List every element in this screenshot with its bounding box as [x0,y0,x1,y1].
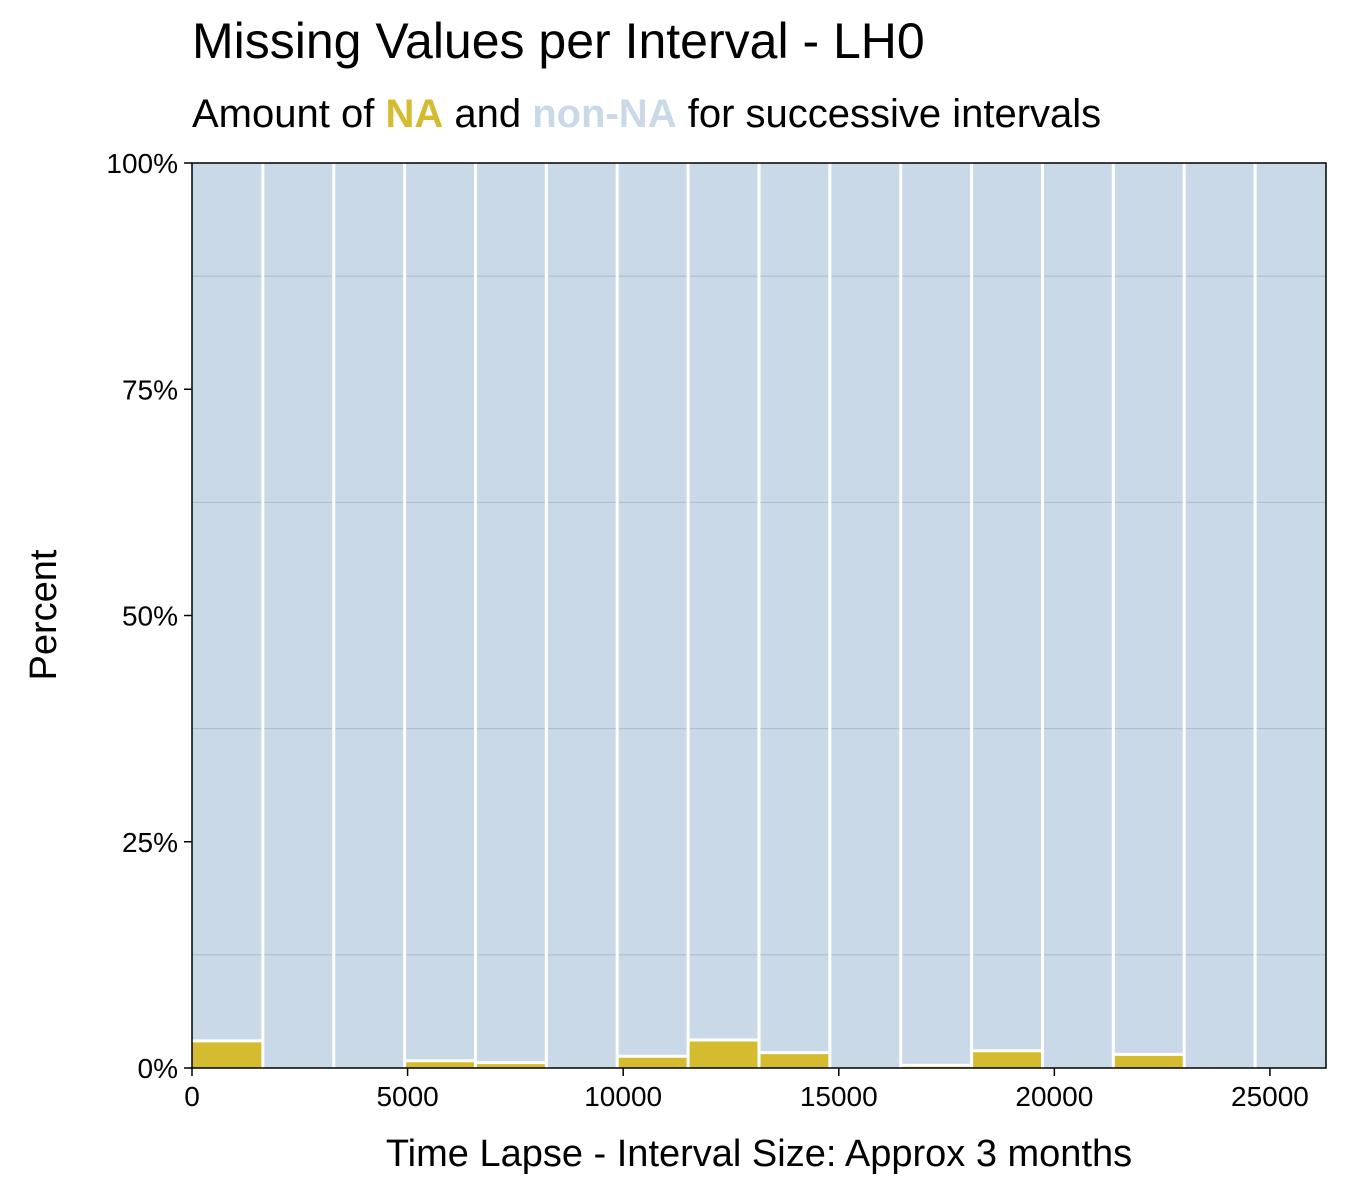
bar-non-na [688,163,759,1068]
y-tick-label: 25% [122,827,178,858]
bar-non-na [971,163,1043,1068]
bar-na [759,1052,830,1068]
bar-non-na [759,163,830,1068]
bar-na [192,1040,263,1068]
subtitle-prefix: Amount of [192,92,386,136]
bar-non-na [404,163,476,1068]
x-tick-label: 5000 [376,1081,438,1112]
bar-non-na [1255,163,1326,1068]
bar-non-na [333,163,405,1068]
bar-non-na [829,163,901,1068]
subtitle-non-na-label: non-NA [532,92,677,136]
bar-non-na [1184,163,1256,1068]
chart-title: Missing Values per Interval - LH0 [192,13,925,69]
bar-non-na [900,163,972,1068]
bar-non-na [192,163,263,1068]
x-tick-label: 10000 [584,1081,662,1112]
bar-non-na [475,163,547,1068]
subtitle-suffix: for successive intervals [676,92,1102,136]
x-axis-title: Time Lapse - Interval Size: Approx 3 mon… [386,1133,1132,1175]
y-axis-title: Percent [23,549,65,680]
bar-non-na [617,163,689,1068]
bar-na [475,1062,547,1068]
subtitle-na-label: NA [385,92,444,136]
y-tick-label: 100% [106,148,178,179]
x-tick-label: 25000 [1231,1081,1309,1112]
bar-non-na [262,163,334,1068]
bar-na [617,1056,689,1068]
y-tick-label: 50% [122,601,178,632]
bar-na [404,1060,476,1068]
subtitle-middle: and [443,92,533,136]
x-tick-label: 20000 [1015,1081,1093,1112]
y-tick-label: 75% [122,374,178,405]
bar-non-na [1042,163,1114,1068]
x-tick-label: 15000 [800,1081,878,1112]
bar-non-na [546,163,618,1068]
chart-subtitle: Amount of NA and non-NA for successive i… [192,92,1101,136]
bar-non-na [1113,163,1185,1068]
bar-na [1113,1054,1185,1068]
bar-na [971,1050,1043,1068]
y-tick-label: 0% [138,1053,178,1084]
x-tick-label: 0 [184,1081,200,1112]
bar-na [688,1039,759,1068]
axes: 0% 25% 50% 75% 100% 0 5000 10000 15000 20000 25000 [106,148,1327,1112]
plot-area [192,163,1326,1068]
